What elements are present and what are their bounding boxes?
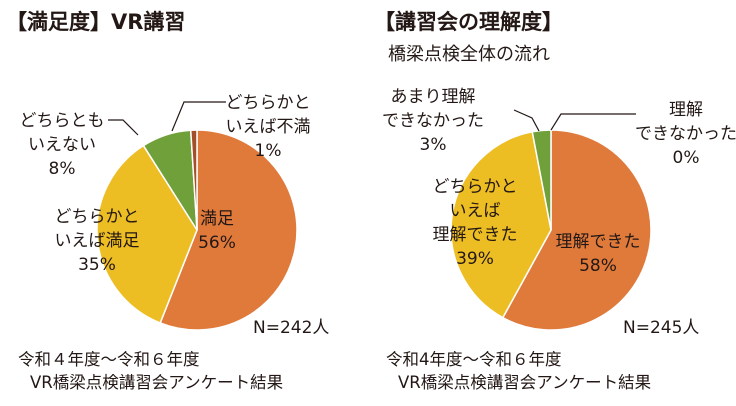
sample-size-label: N=242人 (253, 318, 330, 338)
slice-label-line: 理解 (669, 100, 703, 120)
understanding-chart-panel: 【講習会の理解度】 橋梁点検全体の流れ 理解できた 58% どちらかといえば理解でき… (368, 0, 736, 406)
pie-slice-3 (531, 129, 552, 231)
slice-label-line: 39% (456, 249, 494, 269)
slice-label-line: できなかった (635, 124, 736, 144)
sample-size-label: N=245人 (623, 318, 700, 338)
slice-label-line: 56% (198, 233, 236, 253)
slice-label-3: どちらともいえない 8% (20, 111, 105, 179)
chart-subtitle: 橋梁点検全体の流れ (388, 44, 550, 65)
slice-label-line: いえば不満 (226, 117, 311, 137)
leader-line-4 (171, 101, 226, 132)
slice-label-line: どちらかと (433, 177, 518, 197)
source-line-1: 令和4年度～令和６年度 (386, 350, 562, 369)
leader-line-3 (513, 109, 540, 132)
pie-slice-1 (501, 129, 652, 331)
slice-label-line: いえない (28, 135, 96, 155)
slice-label-line: 8% (49, 159, 76, 179)
slice-label-line: 35% (78, 255, 116, 275)
satisfaction-pie: 満足 56%どちらかといえば満足 35%どちらともいえない 8%どちらかといえば不満 1… (20, 93, 311, 331)
chart-title: 【講習会の理解度】 (374, 10, 563, 34)
pie-slice-2 (450, 130, 552, 319)
leader-line-4 (550, 113, 636, 131)
source-line-1: 令和４年度～令和６年度 (18, 350, 200, 369)
slice-label-4: どちらかといえば不満 1% (226, 93, 311, 161)
slice-label-2: どちらかといえば理解できた 39% (433, 177, 518, 269)
source-note: 令和4年度～令和６年度 VR橋梁点検講習会アンケート結果 (386, 348, 651, 394)
slice-label-line: 理解できた (433, 225, 518, 245)
slice-label-2: どちらかといえば満足 35% (55, 207, 140, 275)
source-note: 令和４年度～令和６年度 VR橋梁点検講習会アンケート結果 (18, 348, 283, 394)
satisfaction-chart-panel: 【満足度】VR講習 満足 56% どちらかといえば満足 35% どちらともいえない 8% ど… (6, 10, 330, 394)
source-line-2: VR橋梁点検講習会アンケート結果 (398, 373, 652, 392)
slice-label-line: いえば (450, 201, 501, 221)
slice-label-line: どちらかと (55, 207, 140, 227)
slice-label-line: 1% (255, 141, 282, 161)
pie-slice-2 (96, 144, 198, 324)
understanding-pie: 理解できた 58%どちらかといえば理解できた 39%あまり理解できなかった 3%理解で… (382, 87, 736, 331)
pie-slice-1 (159, 129, 298, 331)
slice-label-1: 満足 56% (198, 209, 236, 253)
slice-label-line: あまり理解 (391, 87, 476, 107)
slice-label-line: 0% (673, 148, 700, 168)
pie-slice-4 (189, 129, 198, 231)
source-line-2: VR橋梁点検講習会アンケート結果 (30, 373, 284, 392)
chart-title: 【満足度】VR講習 (6, 10, 186, 34)
slice-label-line: どちらとも (20, 111, 105, 131)
slice-label-3: あまり理解できなかった 3% (382, 87, 484, 155)
slice-label-line: いえば満足 (55, 231, 140, 251)
slice-label-line: どちらかと (226, 93, 311, 113)
leader-line-3 (108, 119, 139, 136)
slice-label-line: 3% (420, 135, 447, 155)
slice-label-4: 理解できなかった 0% (635, 100, 736, 168)
slice-label-1: 理解できた 58% (556, 232, 641, 276)
slice-label-line: できなかった (382, 111, 484, 131)
slice-label-line: 満足 (200, 209, 234, 229)
slice-label-line: 理解できた (556, 232, 641, 252)
slice-label-line: 58% (579, 256, 617, 276)
